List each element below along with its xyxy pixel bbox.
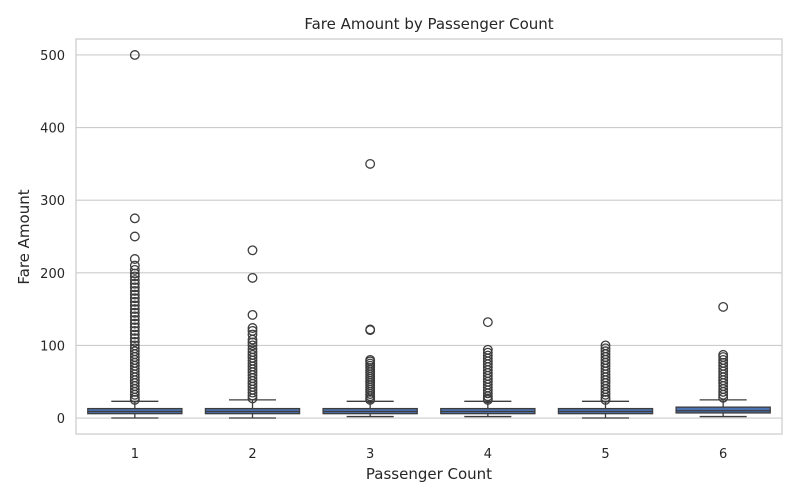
outlier-point: [247, 309, 258, 320]
box-group: [204, 245, 301, 419]
outlier-point: [129, 293, 140, 304]
outlier-point: [482, 394, 493, 405]
outlier-point: [129, 271, 140, 282]
x-tick-label: 4: [484, 447, 492, 462]
outlier-point: [718, 392, 729, 403]
outlier-point: [129, 289, 140, 300]
outlier-point: [365, 325, 376, 336]
outlier-point: [718, 301, 729, 312]
x-tick-label: 1: [131, 447, 139, 462]
outlier-point: [129, 282, 140, 293]
chart-title: Fare Amount by Passenger Count: [304, 15, 553, 33]
outlier-point: [247, 390, 258, 401]
box-group: [440, 317, 536, 418]
x-axis-label: Passenger Count: [366, 465, 492, 483]
outlier-point: [129, 268, 140, 279]
grid-lines: [76, 54, 782, 419]
box-group: [675, 301, 771, 418]
box-group: [557, 340, 654, 419]
y-tick-label: 500: [40, 49, 65, 64]
x-tick-label: 3: [366, 447, 374, 462]
outlier-point: [247, 337, 258, 348]
y-axis-ticks: 0 100 200 300 400 500: [40, 49, 65, 427]
outlier-point: [129, 286, 140, 296]
y-tick-label: 100: [40, 339, 65, 354]
outlier-point: [247, 340, 258, 351]
boxes: [87, 50, 771, 419]
x-tick-label: 6: [719, 447, 727, 462]
y-tick-label: 0: [57, 412, 65, 427]
outlier-point: [129, 315, 140, 325]
box-group: [322, 158, 418, 418]
outlier-point: [129, 254, 140, 264]
outlier-point: [482, 388, 493, 399]
outlier-point: [129, 311, 140, 322]
outlier-point: [718, 386, 729, 397]
outlier-point: [247, 272, 258, 283]
outlier-point: [247, 323, 258, 333]
y-tick-label: 400: [40, 122, 65, 137]
outlier-point: [129, 307, 140, 318]
outlier-point: [129, 231, 140, 242]
outlier-point: [247, 334, 258, 345]
outlier-point: [129, 322, 140, 333]
outlier-point: [129, 50, 140, 60]
x-tick-label: 2: [248, 447, 256, 462]
outlier-point: [129, 304, 140, 315]
plot-area-frame: [75, 38, 783, 435]
outlier-point: [129, 325, 140, 336]
outlier-point: [600, 394, 611, 405]
outlier-point: [129, 296, 140, 307]
outlier-point: [247, 393, 258, 404]
y-axis-label: Fare Amount: [15, 189, 33, 284]
outlier-point: [365, 394, 376, 405]
outlier-point: [129, 318, 140, 329]
outlier-point: [600, 389, 611, 400]
outlier-point: [129, 333, 140, 344]
box-iqr: [675, 406, 771, 414]
x-tick-label: 5: [601, 447, 609, 462]
outlier-point: [129, 300, 140, 311]
x-axis-ticks: 1 2 3 4 5 6: [131, 447, 728, 462]
outlier-point: [129, 264, 140, 275]
outlier-point: [365, 158, 376, 169]
outlier-point: [247, 245, 258, 256]
box-group: [87, 50, 183, 419]
outlier-point: [718, 389, 729, 400]
outlier-point: [129, 213, 140, 224]
outlier-point: [247, 387, 258, 398]
outlier-point: [129, 394, 140, 405]
outlier-point: [482, 317, 493, 328]
y-tick-label: 200: [40, 267, 65, 282]
outlier-point: [129, 389, 140, 400]
outlier-point: [129, 329, 140, 340]
outlier-point: [129, 336, 140, 347]
outlier-point: [129, 275, 140, 286]
y-tick-label: 300: [40, 194, 65, 209]
outlier-point: [129, 278, 140, 289]
